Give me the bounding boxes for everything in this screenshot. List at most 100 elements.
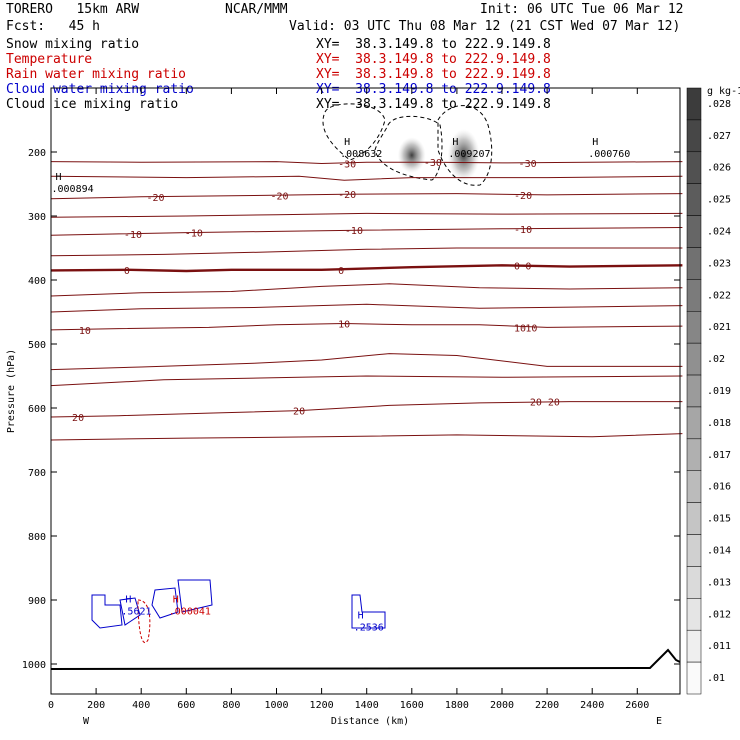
x-tick-label: 200 (87, 700, 105, 711)
max-marker-value: .009207 (448, 149, 490, 160)
x-tick-label: 1000 (264, 700, 288, 711)
y-tick-label: 900 (28, 596, 46, 607)
x-tick-label: 2600 (625, 700, 649, 711)
colorbar-cell (687, 566, 701, 598)
colorbar-tick-label: .026 (707, 163, 731, 174)
temperature-contour-label: 0 (525, 261, 531, 272)
temperature-contour-label: 0 (338, 266, 344, 277)
temperature-contour-label: -30 (519, 159, 537, 170)
colorbar-tick-label: .025 (707, 195, 731, 206)
y-tick-label: 600 (28, 404, 46, 415)
max-marker-value: .2536 (354, 622, 384, 633)
y-tick-label: 700 (28, 468, 46, 479)
x-tick-label: 2200 (535, 700, 559, 711)
y-tick-label: 500 (28, 340, 46, 351)
temperature-contour (51, 162, 682, 164)
temperature-contour-label: -10 (185, 229, 203, 240)
temperature-contour-label: 20 (293, 407, 305, 418)
temperature-contour-label: -10 (514, 225, 532, 236)
colorbar-tick-label: .019 (707, 386, 731, 397)
temperature-contour-label: -20 (338, 190, 356, 201)
temperature-contour-label: 10 (514, 323, 526, 334)
max-marker-value: .000760 (588, 149, 630, 160)
cross-section-plot: -30 -30 -30-20 -20 -20 -20-10 -10 -10 -100 0 0 010 1… (0, 0, 740, 740)
temperature-contour-label: 10 (79, 326, 91, 337)
colorbar-cell (687, 471, 701, 503)
colorbar-tick-label: .018 (707, 418, 731, 429)
max-marker-H: H (592, 137, 598, 148)
x-tick-label: 2400 (580, 700, 604, 711)
colorbar-tick-label: .012 (707, 609, 731, 620)
max-marker-H: H (452, 137, 458, 148)
temperature-contour-label: -30 (338, 160, 356, 171)
colorbar-tick-label: .022 (707, 290, 731, 301)
temperature-contour-label: -10 (345, 226, 363, 237)
y-tick-label: 800 (28, 532, 46, 543)
max-marker-H: H (173, 594, 179, 605)
temperature-contour (51, 284, 682, 296)
colorbar-tick-label: .016 (707, 482, 731, 493)
temperature-contour-label: -10 (124, 230, 142, 241)
max-marker-value: .5621 (121, 606, 151, 617)
temperature-contour (51, 228, 682, 236)
x-end-label-west: W (83, 716, 90, 727)
colorbar-tick-label: .02 (707, 354, 725, 365)
colorbar-tick-label: .015 (707, 514, 731, 525)
colorbar-cell (687, 216, 701, 248)
temperature-contour (51, 434, 682, 440)
x-tick-label: 1600 (400, 700, 424, 711)
temperature-contour (51, 402, 682, 417)
x-tick-label: 600 (177, 700, 195, 711)
max-marker-value: .000894 (52, 184, 94, 195)
temperature-contour (51, 304, 682, 312)
colorbar-tick-label: .028 (707, 99, 731, 110)
temperature-contour-label: 20 (72, 413, 84, 424)
colorbar-cell (687, 152, 701, 184)
temperature-contour (51, 265, 682, 271)
colorbar-cell (687, 311, 701, 343)
colorbar-cell (687, 120, 701, 152)
colorbar-cell (687, 662, 701, 694)
temperature-contour (51, 213, 682, 217)
colorbar-cell (687, 439, 701, 471)
colorbar-cell (687, 630, 701, 662)
x-tick-label: 0 (48, 700, 54, 711)
temperature-contour-label: 0 (514, 261, 520, 272)
colorbar-cell (687, 247, 701, 279)
temperature-contour (51, 176, 682, 180)
temperature-contour (51, 248, 682, 256)
y-tick-label: 200 (28, 148, 46, 159)
colorbar-tick-label: .011 (707, 641, 731, 652)
x-end-label-east: E (656, 716, 662, 727)
temperature-contour (51, 376, 682, 386)
y-tick-label: 1000 (22, 660, 46, 671)
x-tick-label: 800 (222, 700, 240, 711)
y-axis-label: Pressure (hPa) (6, 349, 17, 433)
terrain-surface (51, 650, 680, 669)
colorbar-unit: g kg-1 (707, 86, 740, 97)
temperature-contour-label: 20 (548, 398, 560, 409)
temperature-contour-label: 0 (124, 266, 130, 277)
max-marker-value: .000041 (169, 606, 211, 617)
temperature-contour-label: 10 (525, 323, 537, 334)
max-marker-H: H (56, 172, 62, 183)
colorbar-tick-label: .024 (707, 227, 731, 238)
temperature-contour-label: 10 (338, 320, 350, 331)
colorbar-cell (687, 503, 701, 535)
cloud-ice-shade (398, 137, 426, 173)
colorbar-tick-label: .013 (707, 577, 731, 588)
colorbar-tick-label: .01 (707, 673, 725, 684)
colorbar-cell (687, 343, 701, 375)
max-marker-H: H (344, 137, 350, 148)
temperature-contour-label: -20 (514, 191, 532, 202)
x-tick-label: 1400 (355, 700, 379, 711)
colorbar-cell (687, 184, 701, 216)
x-tick-label: 1200 (310, 700, 334, 711)
temperature-contour-label: 20 (530, 398, 542, 409)
temperature-contour (51, 324, 682, 330)
max-marker-H: H (125, 594, 131, 605)
x-tick-label: 2000 (490, 700, 514, 711)
colorbar-cell (687, 375, 701, 407)
x-tick-label: 400 (132, 700, 150, 711)
colorbar-tick-label: .014 (707, 545, 731, 556)
